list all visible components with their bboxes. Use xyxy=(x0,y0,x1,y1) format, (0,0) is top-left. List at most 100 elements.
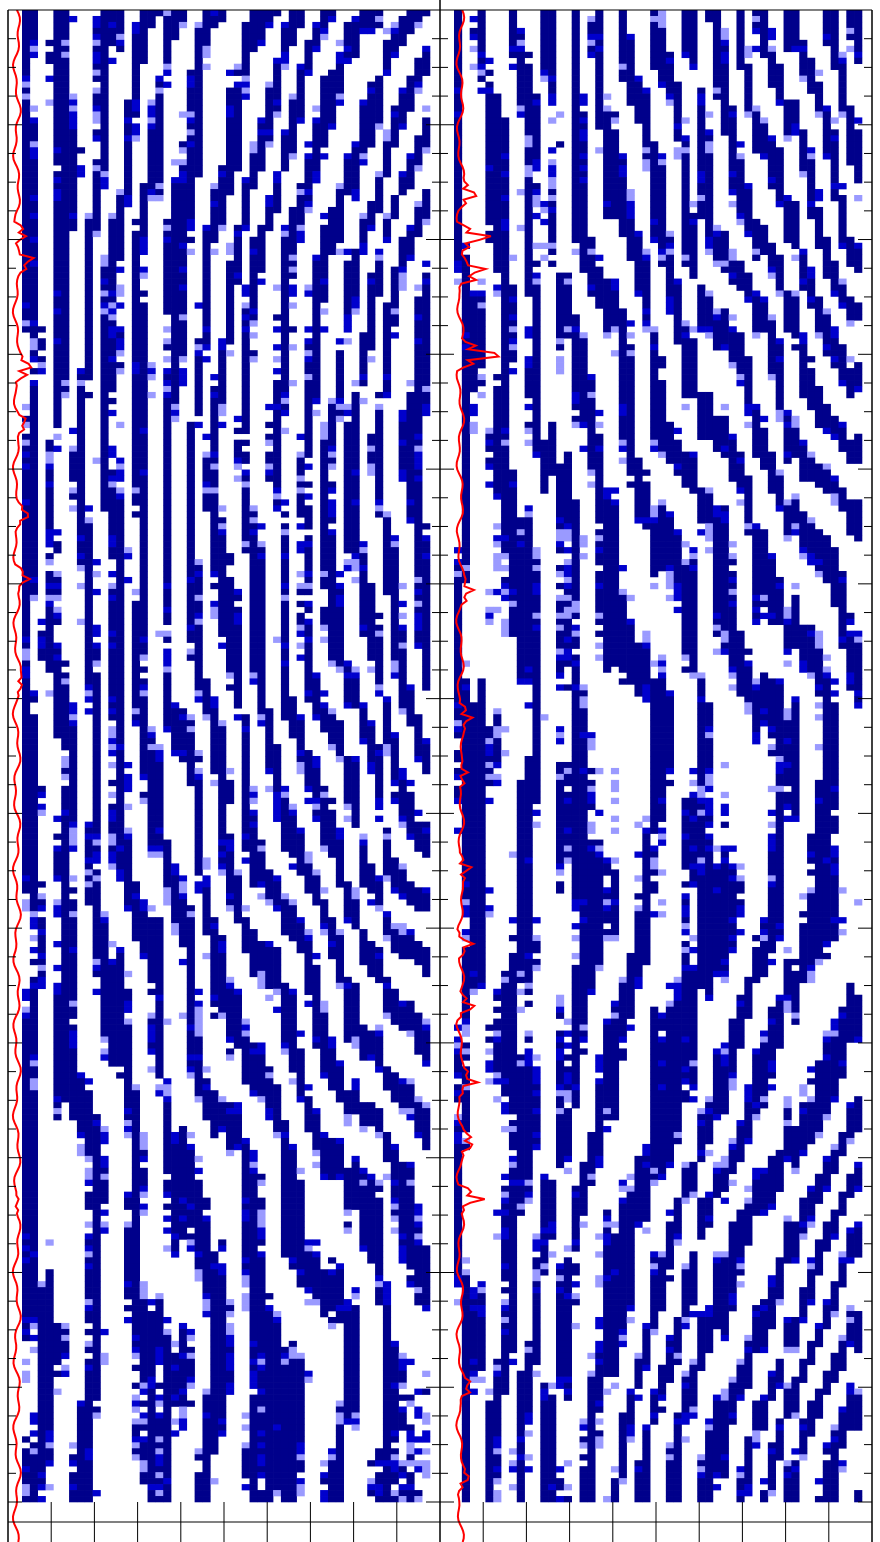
seismic-cell xyxy=(92,923,101,930)
seismic-cell xyxy=(226,248,235,255)
seismic-cell xyxy=(53,588,62,596)
seismic-cell xyxy=(210,708,219,715)
seismic-cell xyxy=(29,1316,38,1324)
seismic-cell xyxy=(69,117,78,124)
seismic-cell xyxy=(76,385,86,393)
seismic-cell xyxy=(92,1382,101,1389)
seismic-cell xyxy=(178,320,188,327)
seismic-cell xyxy=(76,451,86,458)
seismic-cell xyxy=(202,1227,211,1234)
seismic-cell xyxy=(29,105,38,112)
seismic-cell xyxy=(218,547,227,554)
seismic-cell xyxy=(92,206,101,214)
seismic-cell xyxy=(100,1131,109,1139)
seismic-cell xyxy=(288,224,297,232)
seismic-cell xyxy=(147,761,156,769)
seismic-cell xyxy=(186,165,195,172)
seismic-cell xyxy=(29,779,38,787)
seismic-cell xyxy=(22,1114,31,1121)
seismic-cell xyxy=(155,1006,164,1013)
seismic-cell xyxy=(108,248,117,255)
seismic-cell xyxy=(280,618,290,626)
seismic-cell xyxy=(249,236,258,244)
seismic-cell xyxy=(320,1496,329,1503)
seismic-cell xyxy=(265,105,274,112)
seismic-cell xyxy=(233,1131,242,1139)
seismic-cell xyxy=(328,1454,337,1461)
seismic-cell xyxy=(194,785,203,793)
seismic-cell xyxy=(139,481,148,488)
seismic-cell xyxy=(171,368,180,375)
seismic-cell xyxy=(163,1370,172,1377)
seismic-cell xyxy=(163,636,172,643)
seismic-cell xyxy=(280,1394,290,1401)
seismic-cell xyxy=(108,821,117,828)
seismic-cell xyxy=(280,1472,290,1479)
seismic-cell xyxy=(45,445,54,452)
seismic-cell xyxy=(178,242,188,250)
seismic-cell xyxy=(61,845,70,852)
seismic-cell xyxy=(288,1012,297,1019)
seismic-cell xyxy=(304,290,313,297)
seismic-cell xyxy=(69,797,78,805)
seismic-cell xyxy=(108,690,117,697)
seismic-cell xyxy=(249,582,258,590)
seismic-cell xyxy=(29,165,38,172)
seismic-cell xyxy=(92,195,101,202)
seismic-cell xyxy=(194,81,203,88)
seismic-cell xyxy=(320,708,329,715)
seismic-cell xyxy=(265,1316,274,1324)
seismic-cell xyxy=(312,368,321,375)
seismic-cell xyxy=(249,1478,258,1485)
seismic-cell xyxy=(304,517,313,524)
seismic-cell xyxy=(194,750,203,757)
seismic-cell xyxy=(280,511,290,518)
seismic-cell xyxy=(84,326,93,333)
seismic-cell xyxy=(257,1048,266,1055)
seismic-cell xyxy=(226,791,235,799)
seismic-cell xyxy=(226,839,235,846)
seismic-cell xyxy=(131,33,140,41)
seismic-cell xyxy=(296,81,305,88)
seismic-cell xyxy=(241,779,250,787)
seismic-cell xyxy=(163,678,172,685)
seismic-cell xyxy=(296,1394,305,1401)
seismic-cell xyxy=(249,624,258,631)
seismic-cell xyxy=(320,1269,329,1276)
seismic-cell xyxy=(280,314,290,321)
seismic-cell xyxy=(53,994,62,1001)
seismic-cell xyxy=(163,845,172,852)
seismic-cell xyxy=(288,272,297,279)
seismic-cell xyxy=(194,117,203,124)
seismic-cell xyxy=(233,248,242,255)
seismic-cell xyxy=(124,177,133,184)
seismic-cell xyxy=(29,1496,38,1503)
seismic-cell xyxy=(296,1072,305,1079)
seismic-cell xyxy=(92,189,101,196)
seismic-cell xyxy=(61,147,70,154)
seismic-cell xyxy=(163,559,172,566)
seismic-cell xyxy=(265,750,274,757)
seismic-cell xyxy=(100,344,109,351)
seismic-cell xyxy=(29,1120,38,1127)
seismic-cell xyxy=(280,594,290,602)
seismic-cell xyxy=(320,827,329,834)
seismic-cell xyxy=(100,946,109,954)
seismic-cell xyxy=(84,696,93,703)
seismic-cell xyxy=(76,523,86,530)
seismic-cell xyxy=(312,177,321,184)
seismic-cell xyxy=(249,1299,258,1306)
seismic-cell xyxy=(147,1454,156,1461)
seismic-cell xyxy=(171,415,180,423)
seismic-cell xyxy=(131,923,140,930)
seismic-cell xyxy=(124,1048,133,1055)
seismic-cell xyxy=(218,189,227,196)
seismic-cell xyxy=(226,606,235,614)
seismic-cell xyxy=(288,266,297,273)
seismic-cell xyxy=(241,27,250,35)
seismic-cell xyxy=(108,224,117,232)
seismic-cell xyxy=(226,350,235,357)
seismic-cell xyxy=(249,1352,258,1360)
seismic-cell xyxy=(296,1185,305,1192)
